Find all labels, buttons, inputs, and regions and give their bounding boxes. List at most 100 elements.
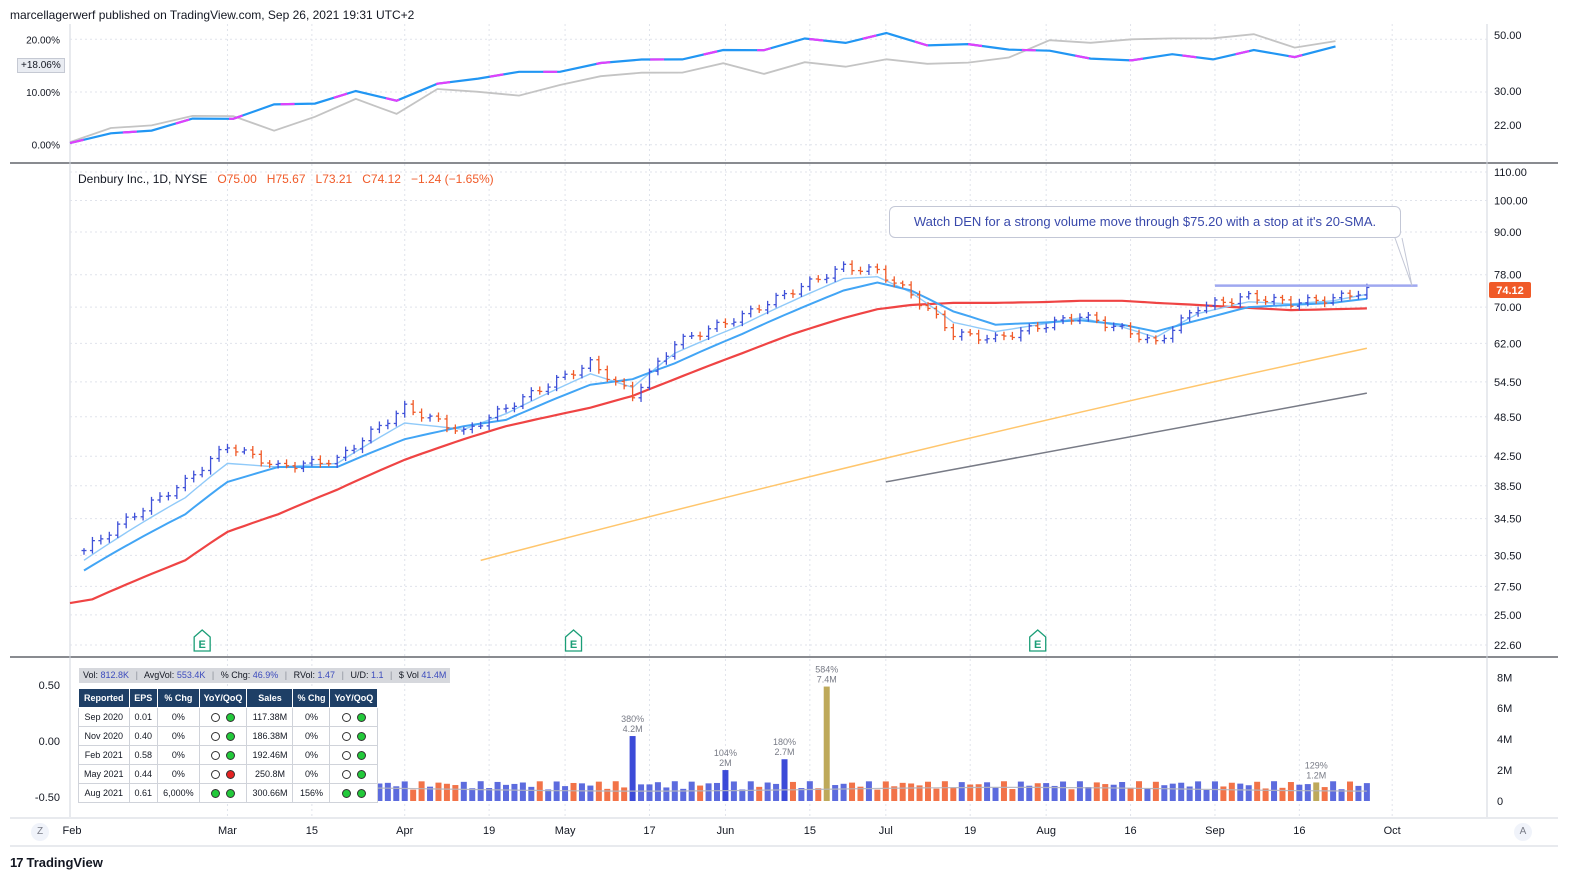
volume-bar	[646, 784, 653, 801]
rs-left-tick-label: 20.00%	[26, 35, 60, 46]
price-bar	[1136, 329, 1142, 343]
volume-bar	[469, 788, 476, 801]
volume-bar	[1034, 783, 1041, 801]
x-tick-label: 16	[1124, 825, 1136, 837]
price-bar	[385, 419, 391, 430]
volume-bar	[545, 789, 552, 801]
price-bar	[1094, 311, 1100, 324]
volume-bar	[1085, 787, 1092, 801]
volume-bar	[992, 787, 999, 801]
price-bar	[925, 302, 931, 311]
earnings-marker-icon: E	[564, 629, 583, 652]
price-bar	[528, 387, 534, 401]
volume-bar	[1363, 783, 1370, 801]
price-bar	[739, 310, 745, 327]
price-bar	[199, 466, 205, 478]
x-tick-label: 15	[306, 825, 318, 837]
annotation-note[interactable]: Watch DEN for a strong volume move throu…	[889, 206, 1401, 238]
price-bar	[815, 275, 821, 283]
tradingview-brand[interactable]: 17 TradingView	[10, 855, 103, 870]
auto-scale-button[interactable]: A	[1514, 823, 1532, 841]
volume-bar	[1355, 785, 1362, 801]
volume-bar	[857, 786, 864, 801]
volume-spike-pct-label: 584%	[815, 665, 838, 675]
price-bar	[360, 437, 366, 454]
last-price-badge	[1489, 281, 1531, 298]
price-bar	[368, 426, 374, 444]
volume-bar	[1338, 789, 1345, 801]
price-bar	[1111, 322, 1117, 332]
volume-bar	[705, 783, 712, 801]
y-tick-label: 22.60	[1494, 640, 1522, 652]
x-tick-label: 16	[1293, 825, 1305, 837]
cell-eps-yoy	[198, 726, 248, 746]
green-dot-icon	[356, 789, 366, 799]
price-bar	[233, 444, 239, 457]
earnings-marker-icon: E	[1029, 629, 1047, 652]
price-bar	[258, 450, 264, 467]
cell-eps: 0.40	[128, 726, 159, 746]
price-bar	[562, 370, 568, 380]
y-tick-label: 34.50	[1494, 514, 1522, 526]
price-bar	[917, 290, 923, 310]
rs-right-tick-label: 30.00	[1494, 86, 1522, 98]
plot-background	[70, 24, 1487, 817]
empty-dot-icon	[211, 770, 221, 780]
price-bar	[1355, 290, 1361, 300]
earnings-marker-label: E	[570, 639, 577, 651]
y-tick-label: 110.00	[1494, 167, 1527, 179]
publisher-line: marcellagerwerf published on TradingView…	[10, 8, 415, 22]
price-bar	[1220, 296, 1226, 306]
volume-bar	[739, 789, 746, 801]
x-tick-label: Apr	[396, 825, 413, 837]
rs-value-badge: +18.06%	[17, 58, 65, 73]
volume-bar	[562, 786, 569, 801]
volume-bar	[781, 759, 788, 801]
volume-bar	[773, 783, 780, 801]
relative-strength-panel	[69, 31, 1336, 145]
cell-eps-yoy	[198, 783, 248, 803]
price-bar	[334, 454, 340, 468]
timezone-button[interactable]: Z	[31, 823, 49, 841]
low-value: L73.21	[315, 172, 353, 186]
price-bar	[841, 261, 847, 273]
earnings-header-row: Reported EPS % Chg YoY/QoQ Sales % Chg Y…	[78, 688, 379, 708]
y-tick-label: 25.00	[1494, 610, 1522, 622]
y-tick-label: 54.50	[1494, 377, 1522, 389]
note-pointer	[1394, 237, 1413, 286]
volume-bar	[477, 781, 484, 801]
cell-sales-yoy	[329, 707, 379, 727]
volume-bar	[1245, 785, 1252, 801]
volume-bar	[1228, 782, 1235, 801]
price-bar	[1144, 334, 1150, 344]
price-bar	[1271, 293, 1277, 306]
volume-bar	[1051, 785, 1058, 801]
price-bar	[706, 325, 712, 341]
price-bar	[309, 455, 315, 467]
volume-bar	[1102, 784, 1109, 801]
earnings-marker-icon: E	[193, 629, 211, 652]
volume-bar	[1304, 784, 1311, 801]
price-bar	[241, 447, 247, 455]
volume-panel: 380%4.2M 104%2M 180%2.7M 584%7.4M 129%1.2M	[81, 665, 1370, 801]
price-bar	[967, 329, 973, 337]
earnings-marker-label: E	[1034, 639, 1041, 651]
price-bar	[503, 404, 509, 413]
price-bar	[1204, 301, 1210, 314]
volume-bar	[486, 788, 493, 801]
symbol-name[interactable]: Denbury Inc., 1D, NYSE	[78, 172, 208, 186]
price-bar	[300, 460, 306, 473]
price-bar	[807, 276, 813, 291]
volume-bar	[663, 787, 670, 801]
x-tick-label: Feb	[63, 825, 82, 837]
volume-bar	[933, 788, 940, 801]
volume-bar	[1169, 783, 1176, 801]
cell-sales-chg: 156%	[292, 783, 331, 803]
earnings-row: Nov 2020 0.40 0% 186.38M 0%	[78, 726, 379, 746]
volume-bar	[1195, 781, 1202, 801]
cell-reported: May 2021	[78, 764, 130, 784]
cell-eps-yoy	[198, 764, 248, 784]
price-bar	[123, 513, 129, 529]
volume-bar	[1026, 785, 1033, 801]
